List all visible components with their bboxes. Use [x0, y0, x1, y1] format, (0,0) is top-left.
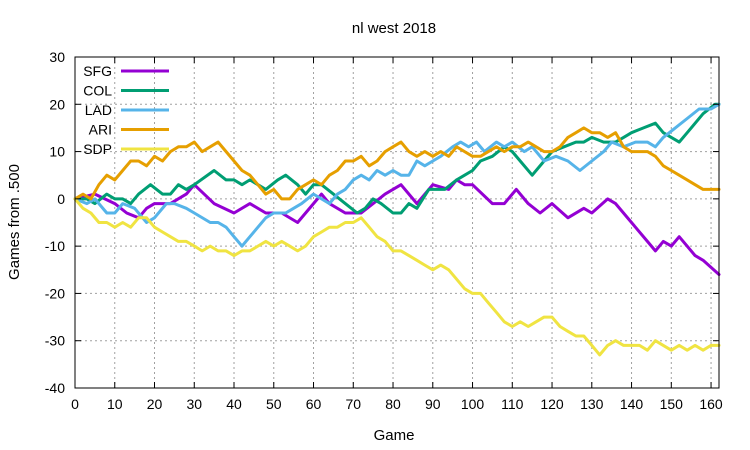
series-line-ari [73, 126, 721, 201]
x-tick-label: 140 [620, 396, 644, 412]
plot-frame [74, 56, 720, 389]
y-tick-label: -20 [45, 285, 65, 301]
legend-label-sfg: SFG [83, 63, 112, 79]
x-axis-label: Game [374, 427, 415, 444]
x-tick-label: 110 [501, 396, 524, 412]
legend-label-ari: ARI [89, 122, 112, 138]
y-tick-label: 30 [49, 49, 65, 65]
x-tick-label: 70 [345, 396, 361, 412]
x-tick-label: 130 [580, 396, 604, 412]
y-tick-label: 20 [49, 96, 65, 112]
x-tick-label: 20 [147, 396, 163, 412]
y-tick-label: -30 [45, 333, 65, 349]
x-tick-label: 50 [266, 396, 282, 412]
series-line-sfg [73, 178, 721, 276]
x-tick-label: 10 [107, 396, 123, 412]
legend-label-lad: LAD [85, 102, 112, 118]
series-layer [73, 102, 721, 357]
x-tick-label: 80 [385, 396, 401, 412]
chart-title: nl west 2018 [352, 20, 436, 37]
y-tick-label: 10 [49, 144, 65, 160]
axis-ticks: 0 10 20 30 40 50 60 70 80 90 100 110 120 130 140 150 160… [45, 49, 723, 412]
x-tick-label: 60 [306, 396, 322, 412]
legend-label-sdp: SDP [83, 141, 112, 157]
y-tick-label: 0 [57, 191, 65, 207]
grid-lines [75, 57, 719, 388]
x-tick-label: 0 [71, 396, 79, 412]
x-tick-label: 160 [699, 396, 723, 412]
x-tick-label: 120 [540, 396, 564, 412]
x-tick-label: 30 [186, 396, 202, 412]
legend-label-col: COL [83, 83, 112, 99]
series-line-col [73, 102, 721, 215]
series-line-sdp [73, 197, 721, 357]
y-tick-label: -10 [45, 238, 65, 254]
x-tick-label: 90 [425, 396, 441, 412]
x-tick-label: 100 [461, 396, 485, 412]
x-tick-label: 40 [226, 396, 242, 412]
y-axis-label: Games from .500 [6, 164, 23, 280]
x-tick-label: 150 [660, 396, 684, 412]
y-tick-label: -40 [45, 380, 65, 396]
series-line-lad [73, 102, 721, 248]
legend: SFG COL LAD ARI SDP [83, 63, 169, 157]
